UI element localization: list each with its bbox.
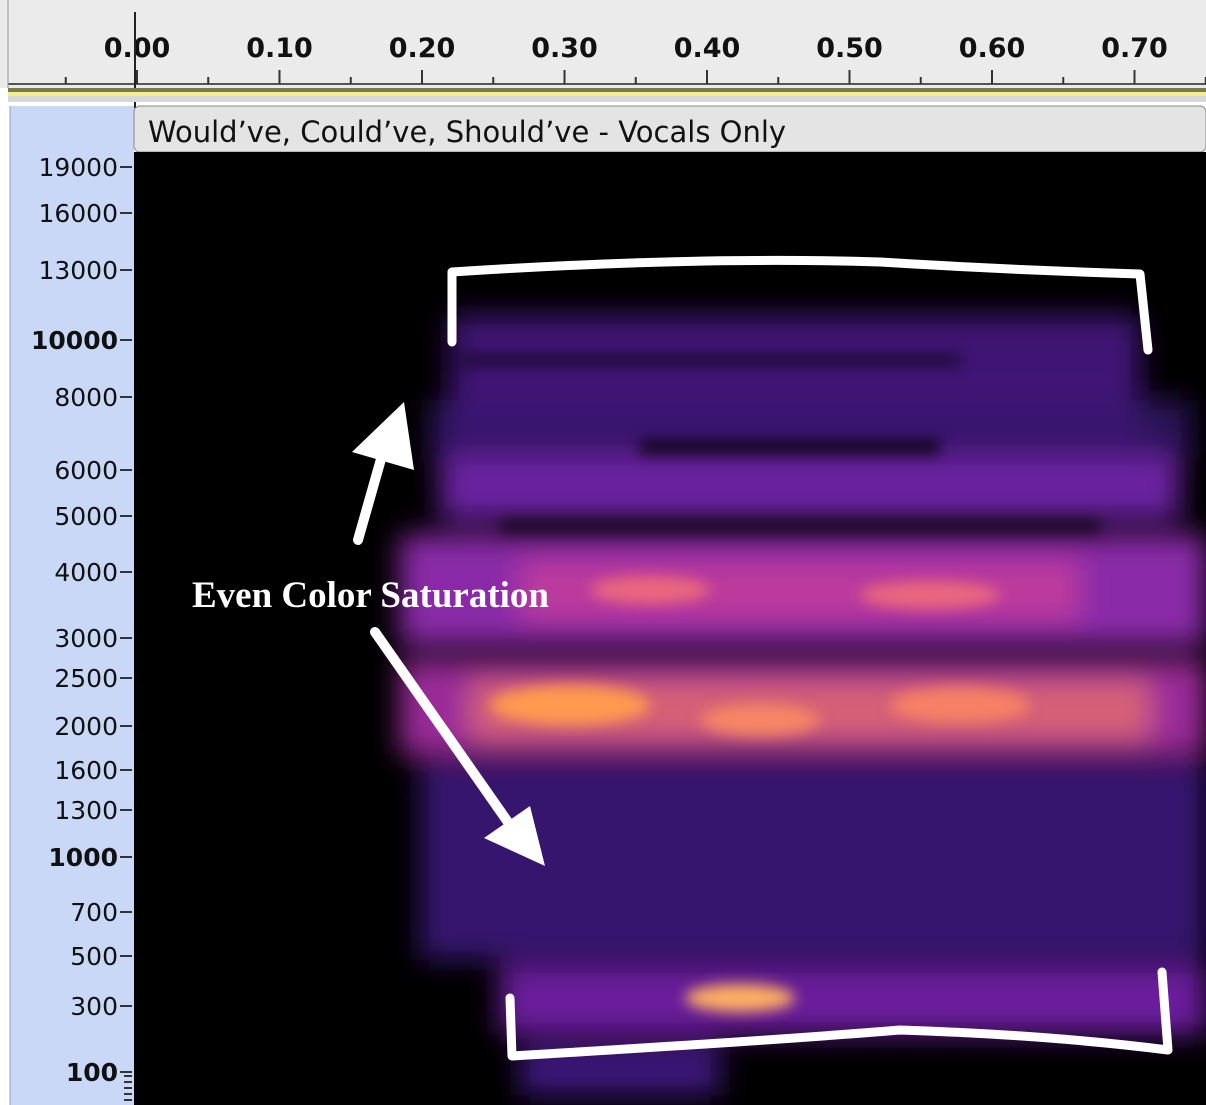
frequency-label: 700 [70, 898, 118, 927]
time-tick-label: 0.70 [1101, 33, 1168, 64]
annotation: Even Color Saturation [192, 575, 549, 616]
frequency-label: 300 [70, 992, 118, 1021]
separator [8, 88, 1206, 92]
audacity-window: 0.00 0.10 0.20 0.30 0.40 0.50 0.60 0.70 19000 16… [0, 0, 1206, 1105]
frequency-label: 100 [66, 1058, 118, 1087]
frequency-label: 2500 [54, 664, 118, 693]
frequency-label: 3000 [54, 624, 118, 653]
frequency-label: 8000 [54, 383, 118, 412]
page: 0.00 0.10 0.20 0.30 0.40 0.50 0.60 0.70 19000 16… [0, 0, 1206, 1105]
frequency-label: 1300 [54, 796, 118, 825]
frequency-label: 4000 [54, 558, 118, 587]
frequency-label: 1000 [48, 843, 118, 872]
frequency-label: 500 [70, 942, 118, 971]
frequency-label: 1600 [54, 756, 118, 785]
frequency-label: 16000 [38, 199, 118, 228]
frequency-label: 2000 [54, 712, 118, 741]
frequency-label: 19000 [38, 153, 118, 182]
frequency-label: 13000 [38, 256, 118, 285]
frequency-label: 5000 [54, 502, 118, 531]
time-tick-label: 0.00 [104, 33, 171, 64]
time-tick-label: 0.20 [389, 33, 456, 64]
separator [8, 92, 1206, 96]
time-tick-label: 0.60 [959, 33, 1026, 64]
time-tick-label: 0.50 [816, 33, 883, 64]
separator [8, 96, 1206, 102]
frequency-label: 10000 [31, 326, 118, 355]
time-tick-label: 0.40 [674, 33, 741, 64]
time-tick-label: 0.30 [531, 33, 598, 64]
time-tick-label: 0.10 [246, 33, 313, 64]
track-title: Would’ve, Could’ve, Should’ve - Vocals O… [148, 115, 786, 149]
frequency-label: 6000 [54, 456, 118, 485]
